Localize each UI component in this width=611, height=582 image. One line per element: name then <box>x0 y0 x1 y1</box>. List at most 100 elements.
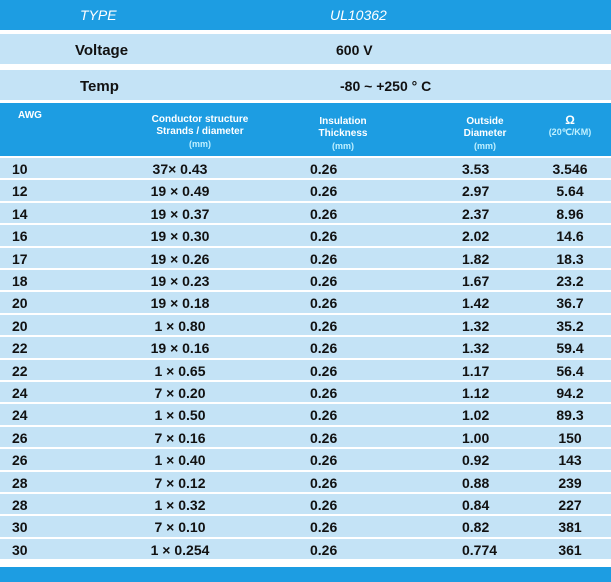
table-row <box>0 292 611 313</box>
column-header: Conductor structure Strands / diameter (mm… <box>130 114 270 150</box>
table-row <box>0 247 611 268</box>
table-cell: 1.42 <box>462 295 490 312</box>
header-line: Thickness <box>318 128 368 139</box>
column-header: Insulation Thickness (mm) <box>298 116 388 152</box>
table-cell: 36.7 <box>556 295 584 312</box>
table-cell: 37× 0.43 <box>152 161 208 177</box>
table-cell: 0.26 <box>310 452 338 469</box>
table-cell: 0.26 <box>310 295 338 312</box>
table-cell: 1 × 0.32 <box>154 497 206 513</box>
table-cell: 19 × 0.16 <box>150 340 210 357</box>
table-cell: 10 <box>12 161 28 177</box>
table-cell: 19 × 0.30 <box>150 228 210 245</box>
table-cell: 0.26 <box>310 340 338 357</box>
table-cell: 1.32 <box>462 317 490 334</box>
type-bar <box>0 0 611 30</box>
table-cell: 0.26 <box>310 273 338 289</box>
table-cell: 1 × 0.50 <box>154 407 206 424</box>
table-cell: 8.96 <box>556 205 584 222</box>
table-cell: 1.82 <box>462 250 490 267</box>
table-cell: 22 <box>12 362 28 379</box>
table-cell: 0.26 <box>310 429 338 446</box>
table-cell: 1.17 <box>462 362 490 379</box>
table-cell: 3.53 <box>462 161 490 177</box>
table-header <box>0 103 611 156</box>
table-cell: 24 <box>12 385 28 401</box>
header-line: Diameter <box>463 128 507 139</box>
table-row <box>0 449 611 470</box>
table-cell: 19 × 0.49 <box>150 183 210 200</box>
table-cell: 0.26 <box>310 497 338 513</box>
temp-label: Temp <box>80 78 119 95</box>
header-line: (mm) <box>332 141 354 151</box>
table-cell: 5.64 <box>556 183 584 200</box>
table-cell: 19 × 0.37 <box>150 205 210 222</box>
table-cell: 0.26 <box>310 474 338 491</box>
bottom-bar <box>0 567 611 582</box>
table-cell: 7 × 0.20 <box>154 385 206 401</box>
table-cell: 30 <box>12 519 28 536</box>
table-cell: 381 <box>558 519 582 536</box>
table-cell: 20 <box>12 317 28 334</box>
type-label: TYPE <box>80 7 117 23</box>
table-cell: 17 <box>12 250 28 267</box>
table-cell: 0.26 <box>310 541 338 558</box>
table-cell: 1 × 0.65 <box>154 362 206 379</box>
table-row <box>0 359 611 380</box>
table-cell: 19 × 0.26 <box>150 250 210 267</box>
table-cell: 0.26 <box>310 385 338 401</box>
column-header: AWG <box>10 110 50 122</box>
table-cell: 16 <box>12 228 28 245</box>
table-cell: 361 <box>558 541 582 558</box>
table-row <box>0 516 611 537</box>
table-cell: 89.3 <box>556 407 584 424</box>
table-cell: 24 <box>12 407 28 424</box>
table-cell: 12 <box>12 183 28 200</box>
column-header: Outside Diameter (mm) <box>445 116 525 152</box>
table-cell: 0.774 <box>462 541 498 558</box>
table-cell: 143 <box>558 452 582 469</box>
table-cell: 0.26 <box>310 205 338 222</box>
table-cell: 19 × 0.23 <box>150 273 210 289</box>
table-cell: 7 × 0.16 <box>154 429 206 446</box>
voltage-band <box>0 34 611 64</box>
table-row <box>0 538 611 560</box>
table-cell: 28 <box>12 497 28 513</box>
header-line: Insulation <box>319 116 367 127</box>
table-cell: 150 <box>558 429 582 446</box>
header-line: (20℃/KM) <box>548 127 592 137</box>
table-cell: 2.37 <box>462 205 490 222</box>
temp-value: -80 ~ +250 ° C <box>340 78 432 94</box>
table-cell: 0.82 <box>462 519 490 536</box>
table-row <box>0 426 611 448</box>
voltage-value: 600 V <box>336 42 373 58</box>
table-cell: 0.26 <box>310 362 338 379</box>
table-row <box>0 225 611 246</box>
table-cell: 1.12 <box>462 385 490 401</box>
table-row <box>0 158 611 179</box>
table-cell: 19 × 0.18 <box>150 295 210 312</box>
table-cell: 1 × 0.80 <box>154 317 206 334</box>
table-cell: 14 <box>12 205 28 222</box>
table-cell: 18 <box>12 273 28 289</box>
table-cell: 0.26 <box>310 250 338 267</box>
table-cell: 20 <box>12 295 28 312</box>
table-cell: 3.546 <box>552 161 588 177</box>
table-cell: 26 <box>12 452 28 469</box>
table-cell: 22 <box>12 340 28 357</box>
table-cell: 14.6 <box>556 228 584 245</box>
table-cell: 94.2 <box>556 385 584 401</box>
table-cell: 30 <box>12 541 28 558</box>
table-cell: 0.26 <box>310 317 338 334</box>
table-row <box>0 270 611 291</box>
header-line: (mm) <box>474 141 496 151</box>
table-cell: 23.2 <box>556 273 584 289</box>
table-cell: 35.2 <box>556 317 584 334</box>
column-header: Ω (20℃/KM) <box>535 114 605 138</box>
table-cell: 18.3 <box>556 250 584 267</box>
table-cell: 0.26 <box>310 183 338 200</box>
table-cell: 0.26 <box>310 407 338 424</box>
table-cell: 0.92 <box>462 452 490 469</box>
table-cell: 1 × 0.40 <box>154 452 206 469</box>
